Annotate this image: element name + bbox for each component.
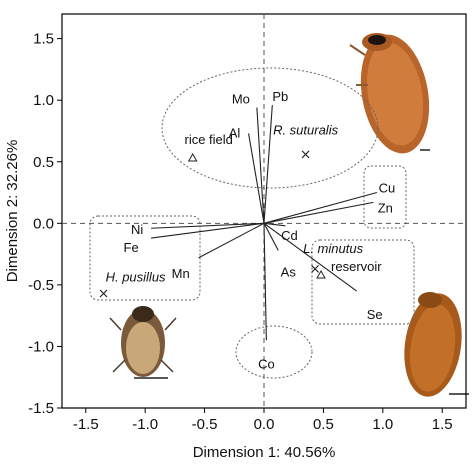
y-tick-label: -1.0: [28, 338, 54, 355]
vector-line-as: [263, 223, 279, 251]
beetle-image-l-minutus: [404, 292, 469, 397]
point-marker-rice-field: [187, 153, 198, 162]
vector-line-pb: [263, 105, 273, 224]
x-tick-label: 0.0: [254, 416, 275, 433]
vector-line-cd: [263, 222, 286, 227]
group-box-h-pusillus: [89, 215, 201, 301]
group-ellipse-co: [235, 325, 313, 379]
y-tick-label: 0.0: [33, 215, 54, 232]
vector-label-al: Al: [229, 125, 241, 140]
x-tick-label: -0.5: [192, 416, 218, 433]
vector-line-fe: [151, 222, 265, 239]
group-box-l-minutus: [311, 239, 415, 325]
group-box-cu-zn: [363, 165, 407, 229]
vector-line-al: [248, 133, 265, 224]
beetle-image-r-suturalis: [349, 33, 430, 154]
point-label-h-pusillus: H. pusillus: [106, 269, 166, 284]
vector-label-mn: Mn: [172, 266, 190, 281]
vector-label-fe: Fe: [124, 240, 139, 255]
vector-label-cu: Cu: [379, 181, 396, 196]
y-axis-title: Dimension 2: 32.26%: [4, 140, 21, 283]
y-tick-label: 1.5: [33, 31, 54, 48]
x-tick-label: 1.0: [372, 416, 393, 433]
group-ellipse-top: [161, 67, 379, 189]
vector-line-cu: [263, 192, 378, 224]
y-tick-label: -1.5: [28, 400, 54, 417]
point-marker-r-suturalis: [301, 150, 310, 159]
x-axis-title: Dimension 1: 40.56%: [193, 444, 336, 461]
vector-line-mn: [198, 222, 265, 259]
point-marker-l-minutus: [311, 264, 320, 273]
vector-label-mo: Mo: [232, 92, 250, 107]
point-label-l-minutus: L. minutus: [303, 241, 363, 256]
vector-label-as: As: [281, 264, 297, 279]
vector-label-co: Co: [258, 356, 275, 371]
vector-label-se: Se: [367, 307, 383, 322]
vector-line-zn: [263, 201, 374, 224]
y-tick-label: -0.5: [28, 277, 54, 294]
vector-line-se: [263, 222, 358, 292]
vector-line-mo: [256, 107, 265, 224]
vector-label-ni: Ni: [131, 222, 143, 237]
point-label-r-suturalis: R. suturalis: [273, 122, 339, 137]
vector-label-zn: Zn: [378, 200, 393, 215]
y-tick-label: 0.5: [33, 154, 54, 171]
vector-line-ni: [151, 222, 265, 229]
point-label-rice-field: rice field: [184, 132, 232, 147]
vector-label-cd: Cd: [281, 228, 298, 243]
x-tick-label: 0.5: [313, 416, 334, 433]
x-tick-label: -1.0: [132, 416, 158, 433]
point-label-reservoir: reservoir: [331, 259, 382, 274]
x-tick-label: 1.5: [432, 416, 453, 433]
point-marker-reservoir: [316, 270, 326, 279]
y-tick-label: 1.0: [33, 92, 54, 109]
point-marker-h-pusillus: [99, 289, 108, 298]
vector-label-pb: Pb: [272, 89, 288, 104]
plot-area: -1.5 -1.0 -0.5 0.0 0.5 1.0 1.5 -1.5 -1.0 -0.5 0.0 0…: [4, 13, 467, 461]
x-tick-label: -1.5: [73, 416, 99, 433]
vector-line-co: [263, 223, 267, 341]
beetle-image-h-pusillus: [109, 306, 177, 379]
beetle-illustrations: [109, 33, 469, 397]
